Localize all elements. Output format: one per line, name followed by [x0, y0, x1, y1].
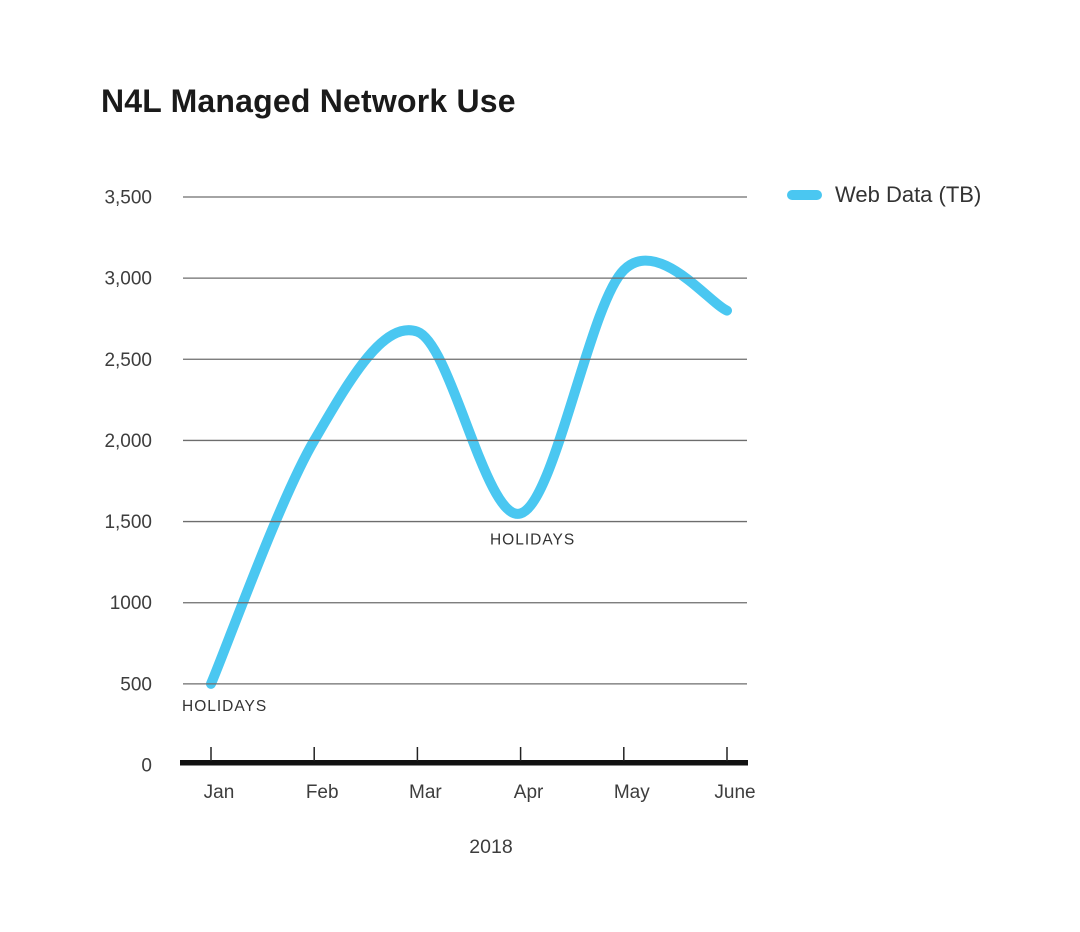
y-tick-label: 2,000	[104, 431, 152, 452]
legend: Web Data (TB)	[787, 182, 981, 208]
annotation-label: HOLIDAYS	[182, 698, 267, 715]
y-tick-label: 0	[141, 756, 152, 777]
y-tick-label: 2,500	[104, 350, 152, 371]
legend-line-swatch	[787, 190, 822, 200]
y-tick-label: 1000	[110, 593, 152, 614]
month-label: June	[714, 782, 755, 803]
chart-title: N4L Managed Network Use	[101, 83, 516, 119]
month-label: Jan	[204, 782, 235, 803]
legend-label: Web Data (TB)	[835, 182, 982, 207]
web-data-line	[206, 255, 732, 689]
y-tick-label: 3,500	[104, 188, 152, 209]
y-tick-label: 3,000	[104, 269, 152, 290]
y-tick-label: 500	[120, 674, 152, 695]
month-label: May	[614, 782, 650, 803]
month-label: Mar	[409, 782, 442, 803]
x-axis-year-label: 2018	[469, 836, 512, 858]
x-axis-line	[180, 760, 748, 766]
y-tick-label: 1,500	[104, 512, 152, 533]
month-label: Feb	[306, 782, 339, 803]
month-label: Apr	[514, 782, 544, 803]
annotation-label: HOLIDAYS	[490, 531, 575, 548]
